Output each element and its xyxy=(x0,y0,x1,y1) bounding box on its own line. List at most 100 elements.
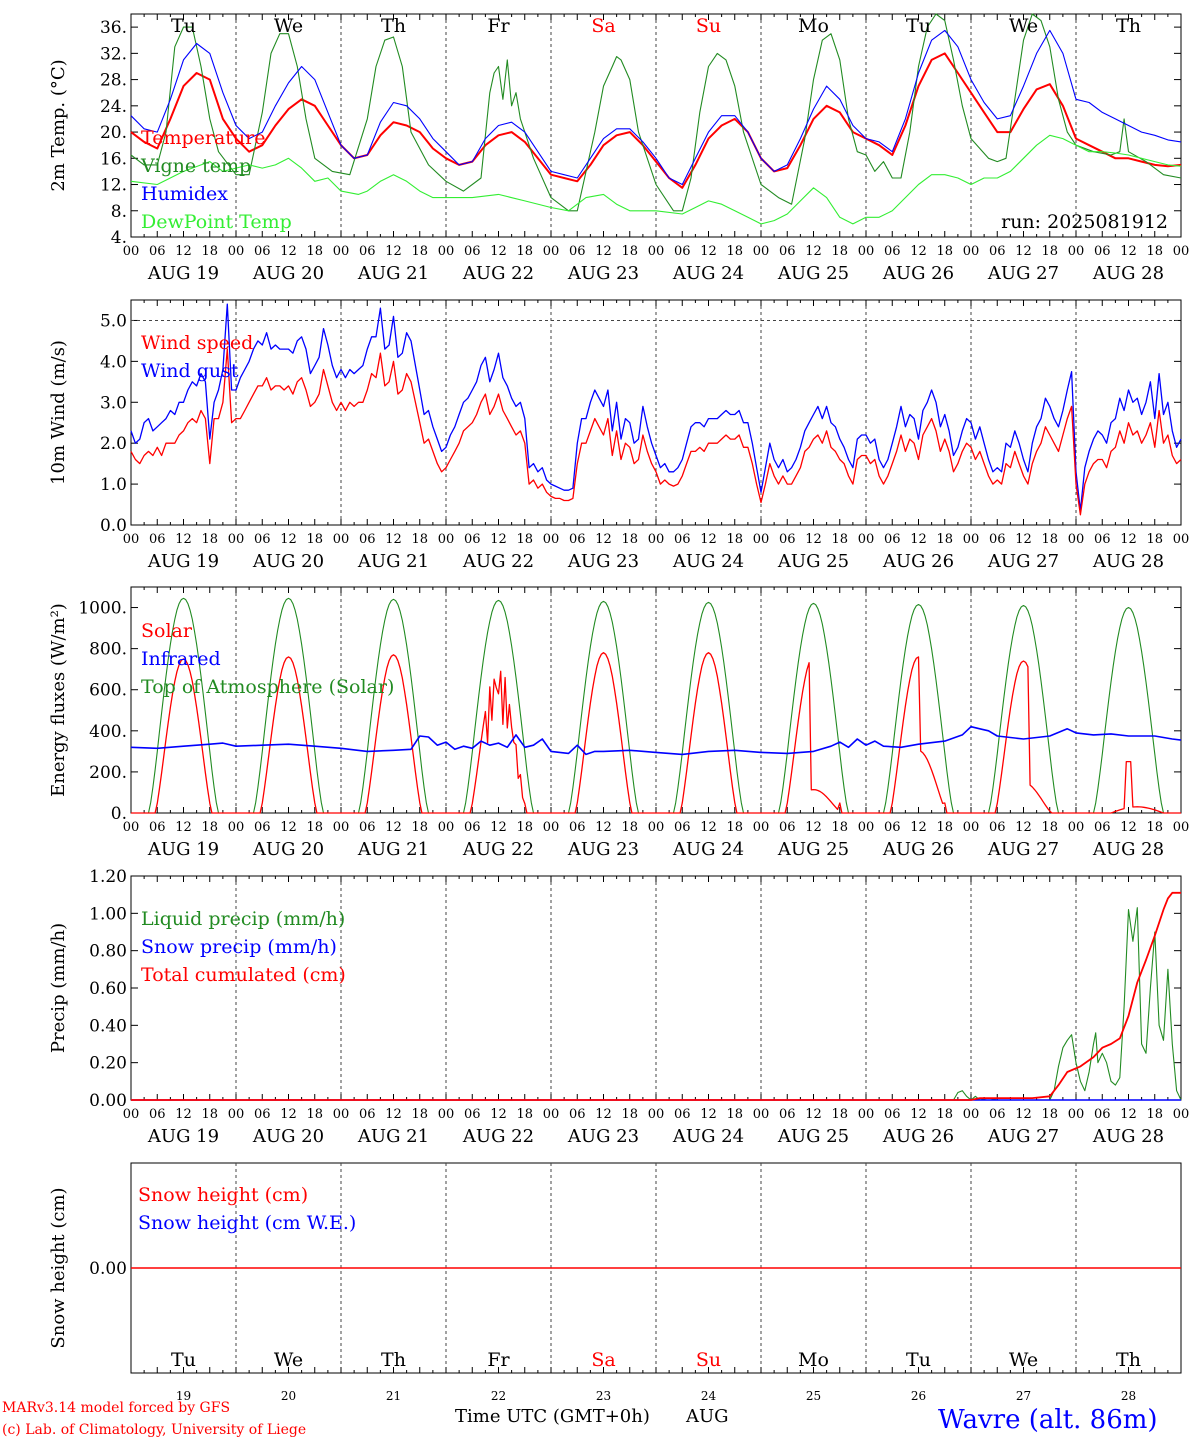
hour-label: 06 xyxy=(1094,244,1111,259)
series-line-solar xyxy=(131,652,1181,814)
hour-label: 00 xyxy=(543,820,560,835)
hour-label: 18 xyxy=(1146,244,1163,259)
hour-label: 00 xyxy=(228,532,245,547)
hour-label: 12 xyxy=(490,820,507,835)
hour-label: 06 xyxy=(779,244,796,259)
day-label: We xyxy=(1009,1349,1038,1371)
hour-label: 18 xyxy=(621,532,638,547)
hour-label: 00 xyxy=(123,1107,140,1122)
hour-label: 18 xyxy=(936,820,953,835)
day-label: Tu xyxy=(906,15,931,37)
date-label: AUG 27 xyxy=(987,263,1059,284)
hour-label: 06 xyxy=(674,244,691,259)
hour-label: 12 xyxy=(700,820,717,835)
hour-label: 00 xyxy=(1068,1107,1085,1122)
hour-label: 18 xyxy=(516,1107,533,1122)
day-label: Fr xyxy=(487,1349,510,1371)
hour-label: 18 xyxy=(516,820,533,835)
date-label: AUG 20 xyxy=(252,551,324,572)
series-line-wind-speed xyxy=(130,348,1182,516)
day-label: Sa xyxy=(591,1349,615,1371)
hour-label: 12 xyxy=(700,1107,717,1122)
legend-entry: Snow precip (mm/h) xyxy=(141,936,337,958)
hour-label: 18 xyxy=(726,532,743,547)
series-line-dewpoint-temp xyxy=(130,134,1182,225)
hour-label: 12 xyxy=(1120,244,1137,259)
legend-entry: Infrared xyxy=(141,648,221,670)
hour-label: 12 xyxy=(1120,1107,1137,1122)
hour-label: 00 xyxy=(1068,532,1085,547)
hour-label: 06 xyxy=(359,820,376,835)
date-label: AUG 20 xyxy=(252,263,324,284)
day-label: Sa xyxy=(591,15,615,37)
day-label: Tu xyxy=(171,1349,196,1371)
hour-label: 12 xyxy=(490,532,507,547)
day-label: Mo xyxy=(798,1349,829,1371)
hour-label: 06 xyxy=(884,1107,901,1122)
date-label: AUG 21 xyxy=(357,551,429,572)
hour-label: 00 xyxy=(753,1107,770,1122)
day-label: We xyxy=(274,1349,303,1371)
hour-label: 12 xyxy=(280,820,297,835)
legend-entry: Wind gust xyxy=(141,360,239,382)
date-label: AUG 24 xyxy=(672,839,744,860)
hour-label: 00 xyxy=(648,1107,665,1122)
hour-label: 00 xyxy=(438,820,455,835)
y-tick-label: 1.0 xyxy=(100,475,127,495)
hour-label: 00 xyxy=(1068,244,1085,259)
hour-label: 06 xyxy=(674,1107,691,1122)
legend-entry: Temperature xyxy=(141,127,265,149)
day-label: Th xyxy=(381,15,406,37)
hour-label: 18 xyxy=(1041,1107,1058,1122)
y-tick-label: 12. xyxy=(100,176,127,196)
hour-label: 06 xyxy=(674,820,691,835)
date-label: AUG 26 xyxy=(882,1126,954,1147)
day-number-label: 19 xyxy=(176,1389,191,1403)
series-line-humidex xyxy=(130,29,1182,186)
hour-label: 00 xyxy=(858,532,875,547)
hour-label: 18 xyxy=(411,1107,428,1122)
legend-entry: Snow height (cm) xyxy=(138,1184,308,1206)
hour-label: 18 xyxy=(411,244,428,259)
hour-label: 12 xyxy=(1120,820,1137,835)
hour-label: 18 xyxy=(306,820,323,835)
day-number-label: 25 xyxy=(806,1389,821,1403)
day-label: Fr xyxy=(487,15,510,37)
footer-credit-text: (c) Lab. of Climatology, University of L… xyxy=(2,1422,306,1438)
hour-label: 00 xyxy=(438,244,455,259)
hour-label: 00 xyxy=(858,244,875,259)
hour-label: 12 xyxy=(595,1107,612,1122)
y-axis-label: Energy fluxes (W/m²) xyxy=(48,603,69,797)
hour-label: 12 xyxy=(910,1107,927,1122)
legend-entry: Solar xyxy=(141,620,193,642)
hour-label: 00 xyxy=(858,1107,875,1122)
hour-label: 06 xyxy=(254,1107,271,1122)
date-label: AUG 22 xyxy=(462,551,534,572)
hour-label: 06 xyxy=(359,532,376,547)
date-label: AUG 19 xyxy=(147,263,219,284)
legend-entry: Wind speed xyxy=(141,332,253,354)
hour-label: 18 xyxy=(831,820,848,835)
hour-label: 06 xyxy=(884,532,901,547)
hour-label: 18 xyxy=(201,532,218,547)
hour-label: 18 xyxy=(201,1107,218,1122)
day-number-label: 26 xyxy=(911,1389,926,1403)
hour-label: 12 xyxy=(385,820,402,835)
panel-0-frame xyxy=(130,13,1182,238)
hour-label: 00 xyxy=(333,244,350,259)
date-label: AUG 23 xyxy=(567,551,639,572)
hour-label: 18 xyxy=(1041,244,1058,259)
series-line-infrared xyxy=(130,725,1182,756)
hour-label: 18 xyxy=(726,244,743,259)
y-axis-label: Snow height (cm) xyxy=(48,1187,69,1348)
hour-label: 18 xyxy=(306,532,323,547)
hour-label: 00 xyxy=(333,820,350,835)
hour-label: 00 xyxy=(1173,820,1190,835)
hour-label: 18 xyxy=(411,820,428,835)
panel-1-frame xyxy=(130,299,1182,526)
hour-label: 18 xyxy=(936,532,953,547)
date-label: AUG 19 xyxy=(147,551,219,572)
y-axis-label: 10m Wind (m/s) xyxy=(48,340,69,485)
day-number-label: 27 xyxy=(1016,1389,1031,1403)
y-tick-label: 0.40 xyxy=(89,1016,127,1036)
